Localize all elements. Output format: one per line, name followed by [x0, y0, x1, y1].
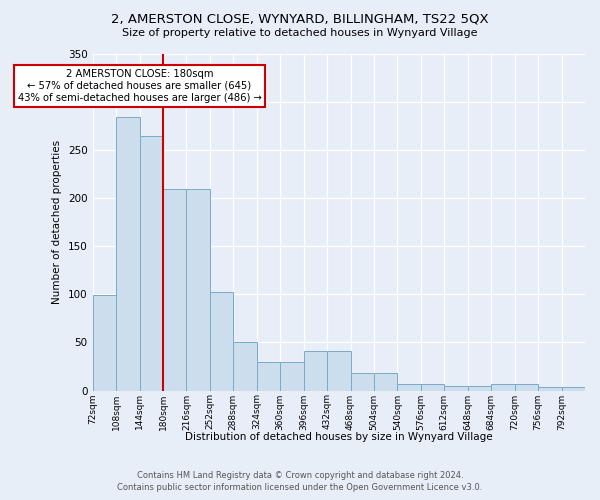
Bar	[116, 116, 140, 390]
Bar	[304, 351, 327, 391]
Bar	[421, 384, 445, 390]
Bar	[163, 188, 187, 390]
X-axis label: Distribution of detached houses by size in Wynyard Village: Distribution of detached houses by size …	[185, 432, 493, 442]
Bar	[350, 374, 374, 390]
Bar	[515, 384, 538, 390]
Bar	[210, 292, 233, 390]
Text: 2 AMERSTON CLOSE: 180sqm
← 57% of detached houses are smaller (645)
43% of semi-: 2 AMERSTON CLOSE: 180sqm ← 57% of detach…	[17, 70, 262, 102]
Bar	[327, 351, 350, 391]
Bar	[374, 374, 397, 390]
Bar	[397, 384, 421, 390]
Bar	[562, 386, 585, 390]
Text: 2, AMERSTON CLOSE, WYNYARD, BILLINGHAM, TS22 5QX: 2, AMERSTON CLOSE, WYNYARD, BILLINGHAM, …	[111, 12, 489, 26]
Bar	[280, 362, 304, 390]
Bar	[257, 362, 280, 390]
Bar	[445, 386, 468, 390]
Bar	[233, 342, 257, 390]
Text: Contains HM Land Registry data © Crown copyright and database right 2024.
Contai: Contains HM Land Registry data © Crown c…	[118, 471, 482, 492]
Bar	[538, 386, 562, 390]
Text: Size of property relative to detached houses in Wynyard Village: Size of property relative to detached ho…	[122, 28, 478, 38]
Bar	[491, 384, 515, 390]
Bar	[92, 296, 116, 390]
Bar	[468, 386, 491, 390]
Bar	[140, 136, 163, 390]
Bar	[187, 188, 210, 390]
Y-axis label: Number of detached properties: Number of detached properties	[52, 140, 62, 304]
